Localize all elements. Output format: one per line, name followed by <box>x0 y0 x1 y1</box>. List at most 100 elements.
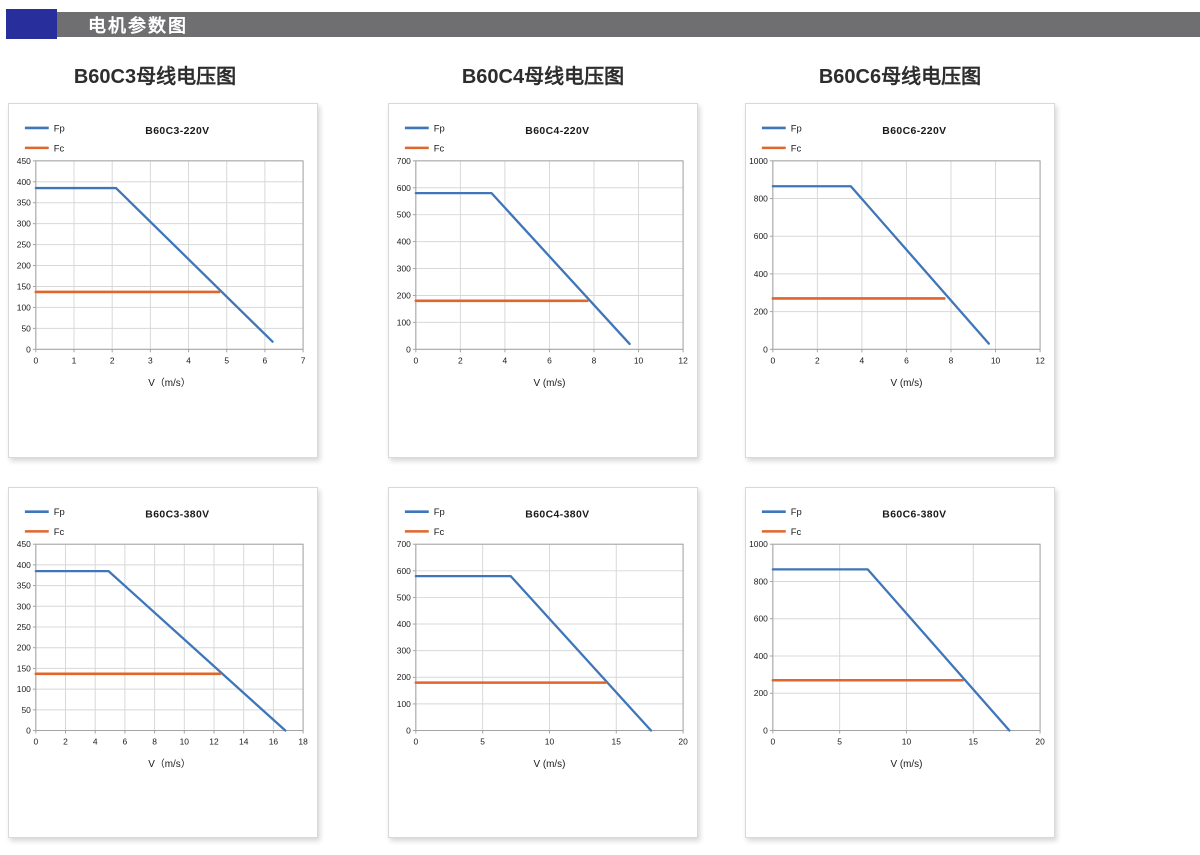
svg-text:4: 4 <box>93 736 98 746</box>
svg-text:0: 0 <box>770 355 775 365</box>
svg-text:3: 3 <box>148 355 153 365</box>
svg-text:Fp: Fp <box>54 123 65 134</box>
svg-text:0: 0 <box>770 736 775 746</box>
line-chart-b60c4-220v: 0 100 200 300 400 500 600 700 0 2 4 6 8 10 12 Fp Fc B60C4… <box>397 123 688 389</box>
svg-text:100: 100 <box>17 684 31 694</box>
svg-text:50: 50 <box>21 323 31 333</box>
svg-text:V (m/s): V (m/s) <box>890 759 922 770</box>
svg-text:0: 0 <box>413 736 418 746</box>
svg-text:400: 400 <box>17 177 31 187</box>
svg-text:450: 450 <box>17 539 31 549</box>
svg-text:18: 18 <box>298 736 308 746</box>
svg-text:10: 10 <box>902 736 912 746</box>
column-title-b60c4: B60C4母线电压图 <box>461 66 625 88</box>
svg-text:0: 0 <box>33 736 38 746</box>
svg-text:6: 6 <box>123 736 128 746</box>
chart-box-b60c3-380v: 0 50 100 150 200 250 300 350 400 450 0 2 4 6 8 10 12 14 16… <box>8 487 318 838</box>
svg-text:10: 10 <box>180 736 190 746</box>
svg-text:0: 0 <box>763 726 768 736</box>
svg-text:0: 0 <box>413 355 418 365</box>
svg-text:20: 20 <box>678 736 688 746</box>
line-chart-b60c3-220v: 0 50 100 150 200 250 300 350 400 450 0 1 2 3 4 5 6 7 Fp Fc B… <box>17 123 306 389</box>
svg-text:8: 8 <box>152 736 157 746</box>
svg-text:Fc: Fc <box>791 526 802 537</box>
svg-text:300: 300 <box>17 601 31 611</box>
svg-text:7: 7 <box>301 355 306 365</box>
svg-text:250: 250 <box>17 622 31 632</box>
svg-text:12: 12 <box>678 355 688 365</box>
svg-text:B60C3-380V: B60C3-380V <box>145 510 209 521</box>
svg-text:200: 200 <box>754 688 768 698</box>
svg-text:0: 0 <box>406 726 411 736</box>
svg-text:14: 14 <box>239 736 249 746</box>
chart-box-b60c4-220v: 0 100 200 300 400 500 600 700 0 2 4 6 8 10 12 Fp Fc B60C4… <box>388 103 698 458</box>
svg-text:500: 500 <box>397 210 411 220</box>
svg-text:12: 12 <box>1035 355 1045 365</box>
svg-text:50: 50 <box>21 705 31 715</box>
svg-text:2: 2 <box>63 736 68 746</box>
svg-text:15: 15 <box>969 736 979 746</box>
svg-text:V (m/s): V (m/s) <box>533 759 565 770</box>
column-title-b60c6: B60C6母线电压图 <box>818 66 982 88</box>
svg-text:16: 16 <box>269 736 279 746</box>
svg-text:100: 100 <box>17 302 31 312</box>
svg-text:6: 6 <box>904 355 909 365</box>
svg-text:700: 700 <box>397 539 411 549</box>
page-title: 电机参数图 <box>88 15 188 36</box>
svg-text:350: 350 <box>17 581 31 591</box>
svg-text:4: 4 <box>860 355 865 365</box>
svg-text:200: 200 <box>17 261 31 271</box>
header-accent-block <box>6 9 57 39</box>
svg-text:2: 2 <box>815 355 820 365</box>
svg-text:10: 10 <box>991 355 1001 365</box>
svg-text:1000: 1000 <box>749 539 768 549</box>
section-header-bar: 电机参数图 <box>57 12 1200 37</box>
svg-text:300: 300 <box>397 264 411 274</box>
svg-text:6: 6 <box>547 355 552 365</box>
line-chart-b60c4-380v: 0 100 200 300 400 500 600 700 0 5 10 15 20 Fp Fc B60C4-… <box>397 506 688 770</box>
svg-text:400: 400 <box>397 237 411 247</box>
svg-text:400: 400 <box>17 560 31 570</box>
svg-text:15: 15 <box>612 736 622 746</box>
svg-text:600: 600 <box>397 183 411 193</box>
svg-text:V (m/s): V (m/s) <box>533 378 565 389</box>
svg-text:V（m/s）: V（m/s） <box>148 377 190 389</box>
svg-text:800: 800 <box>754 194 768 204</box>
svg-text:B60C4-220V: B60C4-220V <box>525 126 589 137</box>
svg-text:Fc: Fc <box>54 143 65 154</box>
svg-text:150: 150 <box>17 663 31 673</box>
svg-text:400: 400 <box>397 619 411 629</box>
svg-text:Fc: Fc <box>434 526 445 537</box>
svg-text:0: 0 <box>406 344 411 354</box>
svg-text:8: 8 <box>949 355 954 365</box>
svg-text:350: 350 <box>17 198 31 208</box>
svg-text:500: 500 <box>397 592 411 602</box>
svg-text:100: 100 <box>397 699 411 709</box>
line-chart-b60c3-380v: 0 50 100 150 200 250 300 350 400 450 0 2 4 6 8 10 12 14 16… <box>17 506 308 770</box>
svg-text:1: 1 <box>72 355 77 365</box>
svg-text:4: 4 <box>186 355 191 365</box>
svg-text:Fp: Fp <box>54 506 65 517</box>
svg-text:Fp: Fp <box>791 123 802 134</box>
line-chart-b60c6-220v: 0 200 400 600 800 1000 0 2 4 6 8 10 12 Fp Fc B60C6-220V… <box>749 123 1045 389</box>
svg-text:200: 200 <box>17 643 31 653</box>
line-chart-b60c6-380v: 0 200 400 600 800 1000 0 5 10 15 20 Fp Fc B60C6-380V V… <box>749 506 1045 770</box>
svg-text:150: 150 <box>17 281 31 291</box>
svg-text:V（m/s）: V（m/s） <box>148 758 190 770</box>
svg-text:600: 600 <box>754 231 768 241</box>
svg-text:200: 200 <box>397 290 411 300</box>
svg-text:10: 10 <box>545 736 555 746</box>
svg-text:Fp: Fp <box>434 123 445 134</box>
svg-text:8: 8 <box>592 355 597 365</box>
svg-text:0: 0 <box>26 726 31 736</box>
svg-text:Fc: Fc <box>791 143 802 154</box>
svg-text:0: 0 <box>26 344 31 354</box>
chart-box-b60c6-380v: 0 200 400 600 800 1000 0 5 10 15 20 Fp Fc B60C6-380V V… <box>745 487 1055 838</box>
svg-text:B60C6-380V: B60C6-380V <box>882 510 946 521</box>
svg-text:2: 2 <box>458 355 463 365</box>
svg-text:5: 5 <box>837 736 842 746</box>
svg-text:2: 2 <box>110 355 115 365</box>
svg-text:200: 200 <box>397 672 411 682</box>
svg-text:Fc: Fc <box>434 143 445 154</box>
chart-box-b60c6-220v: 0 200 400 600 800 1000 0 2 4 6 8 10 12 Fp Fc B60C6-220V… <box>745 103 1055 458</box>
